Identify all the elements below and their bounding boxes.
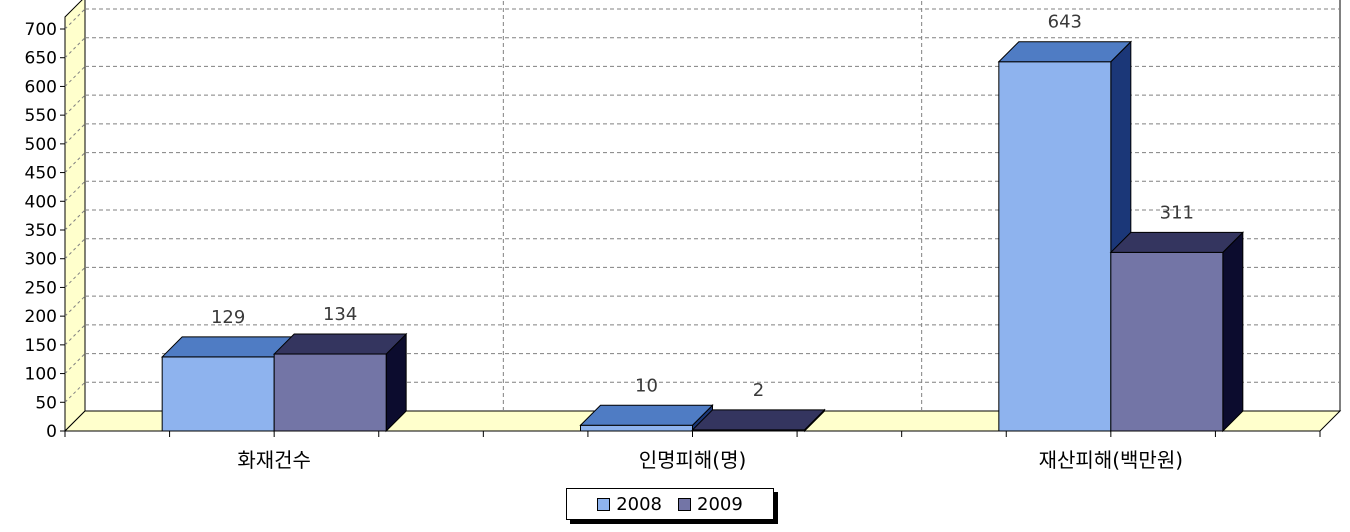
y-tick-label: 550 — [25, 106, 57, 126]
gridline-side — [64, 8, 86, 30]
legend-label-2008: 2008 — [616, 493, 662, 515]
y-tick-label: 150 — [25, 336, 57, 356]
bar — [1110, 251, 1224, 432]
gridline-side — [64, 123, 86, 145]
y-tick-label: 100 — [25, 365, 57, 385]
legend-item-2009: 2009 — [678, 494, 743, 515]
bar — [161, 356, 275, 432]
gridline-side — [64, 267, 86, 288]
gridline-side — [64, 324, 86, 346]
bar — [998, 61, 1112, 432]
category-label: 재산피해(백만원) — [1039, 448, 1183, 472]
bar — [580, 424, 693, 432]
category-label: 화재건수 — [237, 448, 311, 472]
legend-swatch-2008 — [597, 497, 611, 511]
y-tick-label: 50 — [35, 393, 57, 413]
side-wall — [64, 0, 86, 433]
legend-swatch-2009 — [678, 497, 691, 511]
legend-label-2009: 2009 — [697, 493, 743, 515]
gridline-side — [64, 295, 86, 317]
bar-side — [1222, 231, 1244, 433]
gridline-side — [64, 66, 86, 87]
gridline-side — [64, 209, 86, 231]
y-tick-label: 450 — [25, 164, 57, 184]
bar-top — [272, 333, 408, 355]
y-tick-label: 500 — [25, 135, 57, 155]
gridline-side — [64, 353, 86, 374]
y-tick-label: 0 — [46, 422, 57, 442]
gridline-side — [64, 238, 86, 260]
bar-top — [1109, 231, 1245, 253]
data-label: 134 — [323, 304, 357, 325]
y-tick-label: 600 — [25, 77, 57, 97]
y-tick-label: 650 — [25, 49, 57, 69]
data-label: 129 — [211, 307, 245, 328]
data-label: 643 — [1048, 12, 1082, 33]
gridline-side — [64, 381, 86, 403]
y-tick-label: 300 — [25, 250, 57, 270]
bar-top — [997, 41, 1133, 63]
y-tick-label: 400 — [25, 192, 57, 212]
gridline-side — [64, 94, 86, 116]
legend-item-2008: 2008 — [597, 494, 662, 515]
y-tick-label: 200 — [25, 307, 57, 327]
bar-top — [691, 409, 826, 431]
legend: 2008 2009 — [566, 488, 774, 520]
y-tick-label: 350 — [25, 221, 57, 241]
y-tick-label: 250 — [25, 278, 57, 298]
gridline-side — [64, 152, 86, 173]
data-label: 311 — [1160, 202, 1194, 223]
gridline-side — [64, 37, 86, 59]
data-label: 10 — [635, 375, 658, 396]
bar-top — [579, 404, 714, 426]
data-label: 2 — [753, 380, 764, 401]
y-tick-label: 700 — [25, 20, 57, 40]
category-label: 인명피해(명) — [639, 448, 747, 472]
bar — [273, 353, 387, 432]
gridline-side — [64, 180, 86, 202]
